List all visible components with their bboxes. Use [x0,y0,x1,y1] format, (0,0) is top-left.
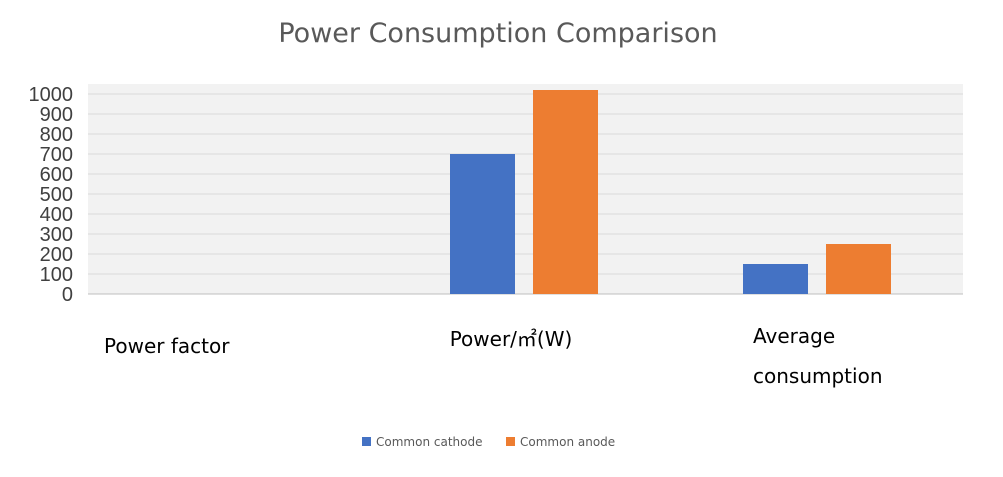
x-category-label: Power/㎡(W) [450,327,573,351]
y-tick-label: 100 [40,264,73,286]
y-tick-label: 800 [40,124,73,146]
y-tick-label: 200 [40,244,73,266]
legend: Common cathode Common anode [362,435,615,449]
legend-label: Common cathode [376,435,482,449]
x-category-label: Average [753,324,835,348]
bar [826,244,891,294]
y-tick-label: 300 [40,224,73,246]
y-tick-label: 500 [40,184,73,206]
bar [450,154,515,294]
x-category-label: Power factor [104,334,230,358]
legend-label: Common anode [520,435,615,449]
y-tick-label: 700 [40,144,73,166]
bar [533,90,598,294]
x-axis: Power factor Power/㎡(W) Average consumption [104,324,883,388]
y-tick-label: 400 [40,204,73,226]
bar [743,264,808,294]
plot-area [88,84,963,295]
y-tick-label: 900 [40,104,73,126]
x-category-label: consumption [753,364,883,388]
plot-background [88,84,963,294]
bars [450,90,891,294]
legend-swatch [506,437,515,446]
y-tick-label: 0 [62,284,73,306]
chart-title: Power Consumption Comparison [278,18,717,49]
y-tick-label: 1000 [29,84,74,106]
y-tick-label: 600 [40,164,73,186]
legend-swatch [362,437,371,446]
